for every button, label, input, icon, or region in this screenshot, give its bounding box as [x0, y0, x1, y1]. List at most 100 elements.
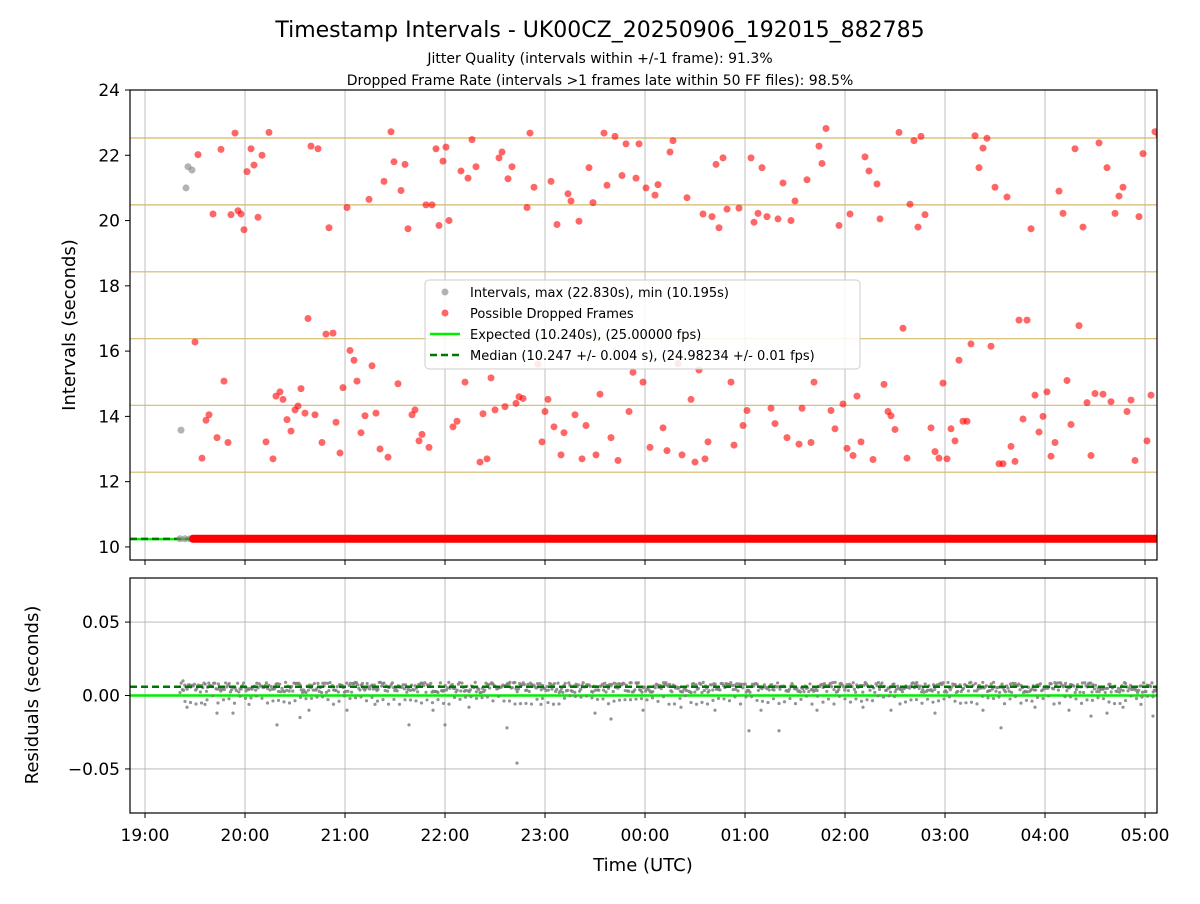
residual-point: [436, 698, 439, 701]
residual-point: [288, 689, 291, 692]
residual-point: [469, 688, 472, 691]
dropped-frame-point: [892, 426, 899, 433]
residual-outlier-point: [981, 709, 984, 712]
residual-point: [1096, 696, 1099, 699]
interval-point: [178, 427, 185, 434]
dropped-frame-point: [804, 176, 811, 183]
residual-point: [887, 694, 890, 697]
dropped-frame-point: [623, 140, 630, 147]
residual-point: [277, 699, 280, 702]
dropped-frame-point: [1028, 225, 1035, 232]
residual-point: [392, 698, 395, 701]
residual-point: [1041, 697, 1044, 700]
dropped-frame-point: [319, 439, 326, 446]
dropped-frame-point: [362, 412, 369, 419]
residual-point: [288, 701, 291, 704]
residual-outlier-point: [1139, 703, 1142, 706]
residual-point: [456, 689, 459, 692]
dropped-frame-point: [896, 129, 903, 136]
intervals-y-tick-label: 10: [98, 538, 120, 558]
dropped-frame-point: [604, 182, 611, 189]
residual-point: [684, 694, 687, 697]
dropped-frame-point: [330, 330, 337, 337]
dropped-frame-point: [565, 190, 572, 197]
dropped-frame-point: [1052, 439, 1059, 446]
dropped-frame-point: [315, 145, 322, 152]
dropped-frame-point: [284, 416, 291, 423]
residual-point: [416, 690, 419, 693]
residual-point: [1107, 700, 1110, 703]
residual-point: [816, 695, 819, 698]
residual-point: [967, 689, 970, 692]
residual-point: [216, 701, 219, 704]
dropped-frame-point: [454, 418, 461, 425]
residual-point: [834, 681, 837, 684]
residual-point: [748, 691, 751, 694]
dropped-frame-point: [558, 451, 565, 458]
dropped-frame-point: [792, 197, 799, 204]
dropped-frame-point: [484, 455, 491, 462]
dropped-frame-point: [709, 213, 716, 220]
residual-point: [524, 702, 527, 705]
interval-point: [189, 166, 196, 173]
residual-point: [750, 695, 753, 698]
dropped-frame-point: [340, 384, 347, 391]
dropped-frame-point: [788, 217, 795, 224]
dropped-frame-point: [964, 418, 971, 425]
residual-point: [304, 691, 307, 694]
dropped-frame-point: [572, 411, 579, 418]
residual-point: [429, 682, 432, 685]
residual-point: [755, 699, 758, 702]
residual-point: [1047, 694, 1050, 697]
residual-point: [511, 686, 514, 689]
dropped-frame-point: [385, 454, 392, 461]
legend-intervals-marker: [442, 289, 449, 296]
dropped-frame-point: [1036, 429, 1043, 436]
residual-point: [238, 695, 241, 698]
residual-point: [260, 697, 263, 700]
residual-outlier-point: [443, 723, 446, 726]
dropped-frame-point: [302, 410, 309, 417]
residual-point: [186, 688, 189, 691]
dropped-frame-point: [633, 175, 640, 182]
residual-point: [1003, 702, 1006, 705]
residual-outlier-point: [515, 761, 518, 764]
dropped-frame-point: [416, 437, 423, 444]
residual-point: [550, 687, 553, 690]
dropped-frame-point: [195, 151, 202, 158]
dropped-frame-point: [808, 439, 815, 446]
residual-point: [436, 691, 439, 694]
residual-point: [1064, 682, 1067, 685]
residual-point: [568, 694, 571, 697]
residual-point: [182, 689, 185, 692]
residual-point: [464, 696, 467, 699]
dropped-frame-point: [713, 161, 720, 168]
residual-outlier-point: [609, 717, 612, 720]
dropped-frame-point: [684, 194, 691, 201]
dropped-frame-point: [270, 455, 277, 462]
dropped-frame-point: [670, 137, 677, 144]
residual-point: [265, 681, 268, 684]
residual-point: [346, 690, 349, 693]
residual-point: [332, 703, 335, 706]
residual-outlier-point: [407, 723, 410, 726]
residual-point: [237, 690, 240, 693]
residual-point: [320, 691, 323, 694]
dropped-frame-point: [988, 343, 995, 350]
residual-point: [453, 696, 456, 699]
residual-point: [946, 681, 949, 684]
dropped-frame-point: [1092, 390, 1099, 397]
residual-point: [933, 688, 936, 691]
residual-point: [629, 698, 632, 701]
dropped-frame-point: [928, 424, 935, 431]
dropped-frame-point: [499, 149, 506, 156]
residual-point: [1113, 702, 1116, 705]
dropped-frame-point: [932, 448, 939, 455]
residual-point: [640, 691, 643, 694]
residuals-ylabel: Residuals (seconds): [22, 606, 43, 785]
dropped-frame-point: [440, 158, 447, 165]
dropped-frame-point: [799, 405, 806, 412]
residual-point: [777, 702, 780, 705]
residual-point: [557, 702, 560, 705]
residual-point: [213, 682, 216, 685]
